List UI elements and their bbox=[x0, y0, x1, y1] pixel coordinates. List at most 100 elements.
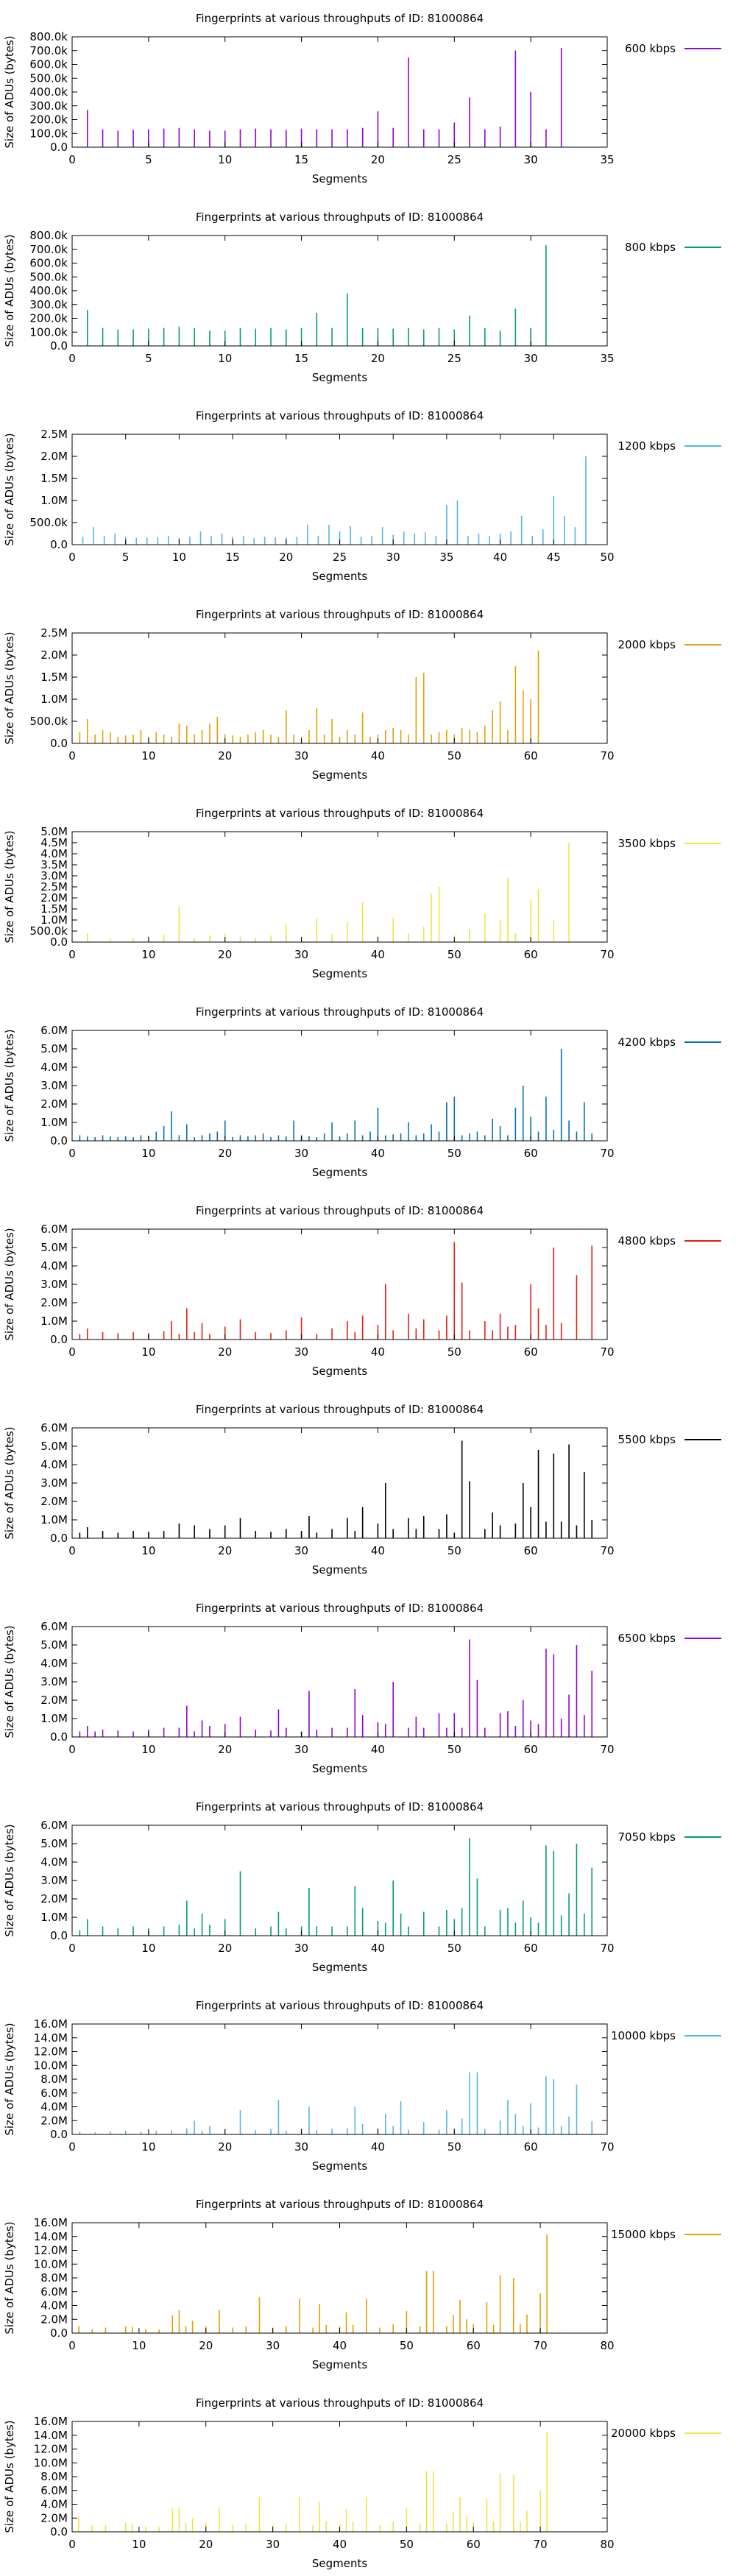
x-tick-label: 70 bbox=[600, 1544, 614, 1557]
x-tick-label: 20 bbox=[371, 153, 385, 166]
y-tick-label: 4.0M bbox=[40, 1061, 68, 1074]
legend-label: 800 kbps bbox=[625, 241, 676, 254]
chart-title: Fingerprints at various throughputs of I… bbox=[196, 409, 484, 422]
y-tick-label: 1.0M bbox=[40, 1712, 68, 1725]
x-tick-label: 80 bbox=[600, 2538, 614, 2551]
y-tick-label: 6.0M bbox=[40, 1421, 68, 1434]
y-tick-label: 1.5M bbox=[40, 670, 68, 684]
x-tick-label: 40 bbox=[333, 2339, 347, 2352]
y-tick-label: 4.0M bbox=[40, 2498, 68, 2511]
y-tick-label: 1.0M bbox=[40, 913, 68, 927]
plot-frame bbox=[71, 1626, 608, 1738]
legend-label: 2000 kbps bbox=[618, 638, 676, 651]
x-tick-label: 60 bbox=[524, 749, 538, 762]
y-tick-label: 2.0M bbox=[40, 450, 68, 463]
y-tick-label: 100.0k bbox=[29, 127, 68, 140]
x-tick-label: 0 bbox=[68, 948, 76, 961]
y-tick-label: 2.0M bbox=[40, 1097, 68, 1111]
x-tick-label: 0 bbox=[68, 1147, 76, 1160]
x-tick-label: 70 bbox=[600, 1942, 614, 1955]
x-tick-label: 0 bbox=[68, 551, 76, 564]
x-tick-label: 60 bbox=[524, 948, 538, 961]
x-tick-label: 30 bbox=[294, 1743, 308, 1756]
y-axis-label: Size of ADUs (bytes) bbox=[3, 1029, 16, 1142]
y-tick-label: 0.0 bbox=[50, 1929, 68, 1942]
x-tick-label: 40 bbox=[371, 1147, 385, 1160]
y-tick-label: 4.5M bbox=[40, 836, 68, 849]
y-tick-label: 5.0M bbox=[40, 1042, 68, 1055]
y-tick-label: 2.0M bbox=[40, 891, 68, 905]
legend-label: 7050 kbps bbox=[618, 1830, 676, 1844]
y-tick-label: 14.0M bbox=[34, 2429, 68, 2442]
y-tick-label: 4.0M bbox=[40, 1855, 68, 1869]
chart-panel-7: Fingerprints at various throughputs of I… bbox=[3, 1403, 721, 1577]
y-tick-label: 2.5M bbox=[40, 428, 68, 441]
legend-label: 20000 kbps bbox=[611, 2427, 676, 2440]
y-tick-label: 0.0 bbox=[50, 2128, 68, 2141]
y-tick-label: 0.0 bbox=[50, 1134, 68, 1147]
x-axis-label: Segments bbox=[312, 2159, 368, 2173]
y-axis-label: Size of ADUs (bytes) bbox=[3, 1228, 16, 1340]
y-tick-label: 2.0M bbox=[40, 2511, 68, 2524]
x-tick-label: 0 bbox=[68, 749, 76, 762]
y-tick-label: 3.0M bbox=[40, 1278, 68, 1291]
legend-label: 5500 kbps bbox=[618, 1433, 676, 1446]
y-tick-label: 8.0M bbox=[40, 2073, 68, 2086]
y-tick-label: 300.0k bbox=[29, 298, 68, 311]
y-tick-label: 0.0 bbox=[50, 1730, 68, 1744]
x-tick-label: 35 bbox=[600, 352, 614, 365]
y-tick-label: 700.0k bbox=[29, 243, 68, 256]
x-tick-label: 0 bbox=[68, 1942, 76, 1955]
y-tick-label: 5.0M bbox=[40, 1241, 68, 1254]
x-tick-label: 10 bbox=[141, 749, 155, 762]
x-tick-label: 40 bbox=[493, 551, 507, 564]
y-axis-label: Size of ADUs (bytes) bbox=[3, 2023, 16, 2135]
legend-label: 600 kbps bbox=[625, 42, 676, 55]
x-tick-label: 0 bbox=[68, 2140, 76, 2154]
y-tick-label: 5.0M bbox=[40, 1638, 68, 1652]
y-tick-label: 3.0M bbox=[40, 1079, 68, 1092]
y-axis-label: Size of ADUs (bytes) bbox=[3, 2420, 16, 2533]
x-tick-label: 0 bbox=[68, 2538, 76, 2551]
y-tick-label: 2.5M bbox=[40, 880, 68, 894]
x-tick-label: 40 bbox=[371, 948, 385, 961]
y-tick-label: 200.0k bbox=[29, 312, 68, 325]
y-tick-label: 800.0k bbox=[29, 229, 68, 242]
x-tick-label: 0 bbox=[68, 1743, 76, 1756]
y-axis-label: Size of ADUs (bytes) bbox=[3, 35, 16, 148]
x-tick-label: 30 bbox=[266, 2339, 280, 2352]
y-tick-label: 500.0k bbox=[29, 924, 68, 938]
y-tick-label: 3.0M bbox=[40, 1476, 68, 1490]
x-tick-label: 10 bbox=[141, 1345, 155, 1359]
y-axis-label: Size of ADUs (bytes) bbox=[3, 1824, 16, 1936]
x-tick-label: 50 bbox=[400, 2339, 414, 2352]
x-tick-label: 50 bbox=[400, 2538, 414, 2551]
x-tick-label: 30 bbox=[294, 1147, 308, 1160]
x-axis-label: Segments bbox=[312, 1166, 368, 1179]
y-tick-label: 6.0M bbox=[40, 1620, 68, 1633]
x-tick-label: 60 bbox=[524, 1743, 538, 1756]
x-tick-label: 20 bbox=[371, 352, 385, 365]
x-tick-label: 10 bbox=[141, 948, 155, 961]
y-tick-label: 2.0M bbox=[40, 2313, 68, 2326]
plot-frame bbox=[71, 831, 608, 943]
x-axis-label: Segments bbox=[312, 172, 368, 185]
y-tick-label: 0.0 bbox=[50, 737, 68, 750]
x-tick-label: 10 bbox=[141, 1544, 155, 1557]
plot-frame bbox=[71, 2023, 608, 2135]
x-axis-label: Segments bbox=[312, 570, 368, 583]
plot-frame bbox=[71, 235, 608, 347]
chart-panel-6: Fingerprints at various throughputs of I… bbox=[3, 1204, 721, 1378]
x-tick-label: 30 bbox=[294, 1544, 308, 1557]
legend-label: 10000 kbps bbox=[611, 2029, 676, 2042]
x-tick-label: 30 bbox=[294, 2140, 308, 2154]
y-tick-label: 4.0M bbox=[40, 1657, 68, 1670]
legend-label: 4200 kbps bbox=[618, 1036, 676, 1049]
chart-panel-3: Fingerprints at various throughputs of I… bbox=[3, 608, 721, 782]
x-tick-label: 60 bbox=[524, 1544, 538, 1557]
plot-frame bbox=[71, 36, 608, 148]
x-tick-label: 50 bbox=[447, 1345, 461, 1359]
x-tick-label: 10 bbox=[218, 153, 232, 166]
x-axis-label: Segments bbox=[312, 1563, 368, 1577]
chart-panel-9: Fingerprints at various throughputs of I… bbox=[3, 1800, 721, 1974]
